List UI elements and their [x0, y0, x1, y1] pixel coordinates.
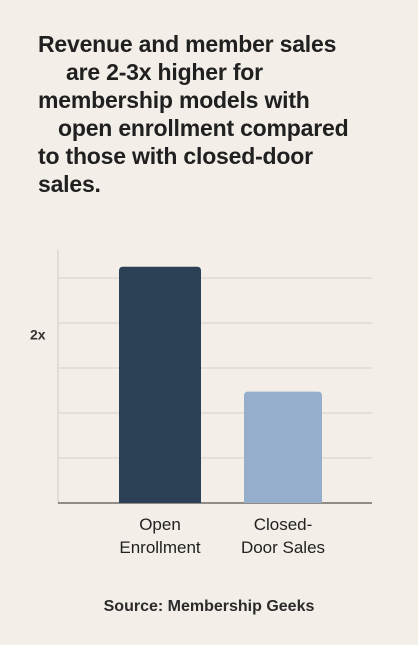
headline-line: sales. [38, 171, 101, 197]
headline-line: open enrollment compared [58, 115, 349, 141]
x-tick-label: Closed- [254, 515, 313, 534]
x-tick-label: Open [139, 515, 181, 534]
source-note: Source: Membership Geeks [103, 598, 315, 615]
bar-open-enrollment [119, 266, 201, 503]
x-tick-label: Enrollment [119, 538, 201, 557]
headline-line: are 2-3x higher for [66, 59, 263, 85]
headline: Revenue and member sales are 2-3x higher… [38, 30, 398, 198]
y-tick-label: 2x [30, 326, 46, 342]
headline-line: Revenue and member sales [38, 31, 337, 57]
bar-closed-door-sales [244, 391, 322, 503]
headline-line: to those with closed-door [38, 143, 313, 169]
headline-line: membership models with [38, 87, 310, 113]
x-tick-label: Door Sales [241, 538, 325, 557]
